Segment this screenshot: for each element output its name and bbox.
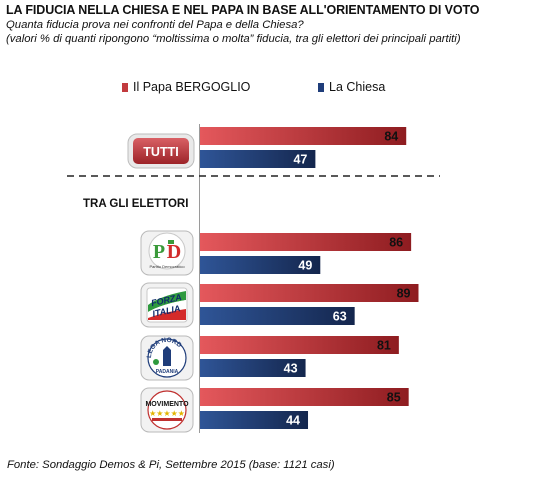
svg-text:P: P [153, 241, 165, 263]
forza-italia-logo-icon: FORZA ITALIA [140, 282, 194, 328]
bar-papa-lega-nord [200, 336, 399, 354]
data-label-papa-lega-nord: 81 [377, 339, 391, 353]
lega-nord-logo-icon: LEGA NORD PADANIA [140, 335, 194, 381]
svg-text:MOVIMENTO: MOVIMENTO [145, 401, 189, 408]
legend-item-papa: Il Papa BERGOGLIO [122, 80, 250, 94]
data-label-chiesa-tutti: 47 [293, 153, 307, 167]
data-label-papa-m5s: 85 [387, 391, 401, 405]
bar-papa-m5s [200, 388, 409, 406]
bar-papa-forza-italia [200, 284, 419, 302]
svg-text:D: D [167, 241, 181, 263]
bar-chiesa-tutti [200, 150, 316, 168]
chart-subtitle: Quanta fiducia prova nei confronti del P… [6, 19, 304, 31]
pd-logo-icon: P D Partito Democratico [140, 230, 194, 276]
section-label: TRA GLI ELETTORI [83, 198, 188, 210]
data-label-papa-forza-italia: 89 [397, 287, 411, 301]
tutti-label: TUTTI [143, 145, 178, 159]
bars-group: 84 47 86 49 89 63 81 43 85 44 [200, 127, 419, 429]
svg-text:★★★★★: ★★★★★ [149, 409, 185, 418]
footer-source: Fonte: Sondaggio Demos & Pi, Settembre 2… [7, 459, 335, 471]
svg-text:PADANIA: PADANIA [156, 369, 179, 375]
bar-chiesa-pd [200, 256, 321, 274]
legend-item-chiesa: La Chiesa [318, 80, 385, 94]
data-label-chiesa-pd: 49 [298, 259, 312, 273]
data-label-chiesa-m5s: 44 [286, 414, 300, 428]
legend-label-papa: Il Papa BERGOGLIO [133, 80, 251, 94]
m5s-logo-icon: MOVIMENTO ★★★★★ [140, 387, 194, 433]
data-label-papa-pd: 86 [389, 236, 403, 250]
chart-title: LA FIDUCIA NELLA CHIESA E NEL PAPA IN BA… [6, 3, 480, 17]
data-label-chiesa-forza-italia: 63 [333, 310, 347, 324]
bar-chiesa-forza-italia [200, 307, 355, 325]
data-label-papa-tutti: 84 [384, 130, 398, 144]
bar-chiesa-m5s [200, 411, 309, 429]
svg-text:Partito Democratico: Partito Democratico [149, 264, 185, 269]
bar-chiesa-lega-nord [200, 359, 306, 377]
bar-papa-tutti [200, 127, 407, 145]
legend-swatch-papa [122, 83, 128, 92]
data-label-chiesa-lega-nord: 43 [284, 362, 298, 376]
tutti-badge: TUTTI [127, 133, 195, 169]
legend-swatch-chiesa [318, 83, 324, 92]
chart-subtitle-note: (valori % di quanti ripongono “moltissim… [6, 33, 461, 45]
legend-label-chiesa: La Chiesa [329, 80, 386, 94]
bar-papa-pd [200, 233, 412, 251]
